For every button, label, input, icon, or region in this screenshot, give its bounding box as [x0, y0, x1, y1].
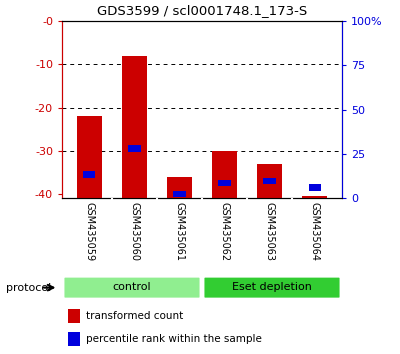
Text: GSM435060: GSM435060 — [129, 202, 139, 261]
Bar — [122, 56, 147, 198]
Bar — [68, 332, 80, 346]
Bar — [302, 196, 327, 198]
Text: Eset depletion: Eset depletion — [232, 282, 312, 292]
Bar — [167, 177, 192, 198]
Text: GSM435061: GSM435061 — [174, 202, 184, 261]
Text: GSM435062: GSM435062 — [220, 202, 230, 261]
Bar — [264, 178, 276, 184]
Text: GSM435063: GSM435063 — [265, 202, 275, 261]
Text: GSM435064: GSM435064 — [310, 202, 320, 261]
Text: protocol: protocol — [6, 282, 51, 293]
Text: GSM435059: GSM435059 — [84, 202, 94, 261]
Bar — [257, 164, 282, 198]
Text: percentile rank within the sample: percentile rank within the sample — [86, 334, 262, 344]
Bar — [212, 151, 237, 198]
Text: control: control — [113, 282, 151, 292]
FancyBboxPatch shape — [63, 276, 200, 299]
Text: transformed count: transformed count — [86, 311, 183, 321]
Title: GDS3599 / scl0001748.1_173-S: GDS3599 / scl0001748.1_173-S — [97, 4, 307, 17]
Bar — [128, 145, 140, 152]
FancyBboxPatch shape — [204, 276, 341, 299]
Bar — [83, 171, 96, 178]
Bar — [308, 184, 321, 191]
Bar — [218, 180, 231, 186]
Bar — [77, 116, 102, 198]
Bar — [68, 309, 80, 323]
Bar — [173, 191, 186, 197]
